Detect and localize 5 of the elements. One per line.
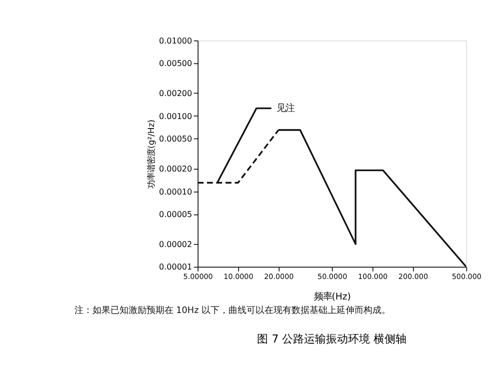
y-axis-title: 功率谱密度(g²/Hz): [146, 120, 156, 189]
text: 图 7 公路运输振动环境 横侧轴: [257, 332, 407, 346]
x-axis-title: 频率(Hz): [314, 292, 351, 303]
text: 注：如果已知激励预期在 10Hz 以下，曲线可以在现有数据基础上延伸而构成。: [74, 305, 391, 316]
annotation: 见注: [276, 102, 294, 114]
